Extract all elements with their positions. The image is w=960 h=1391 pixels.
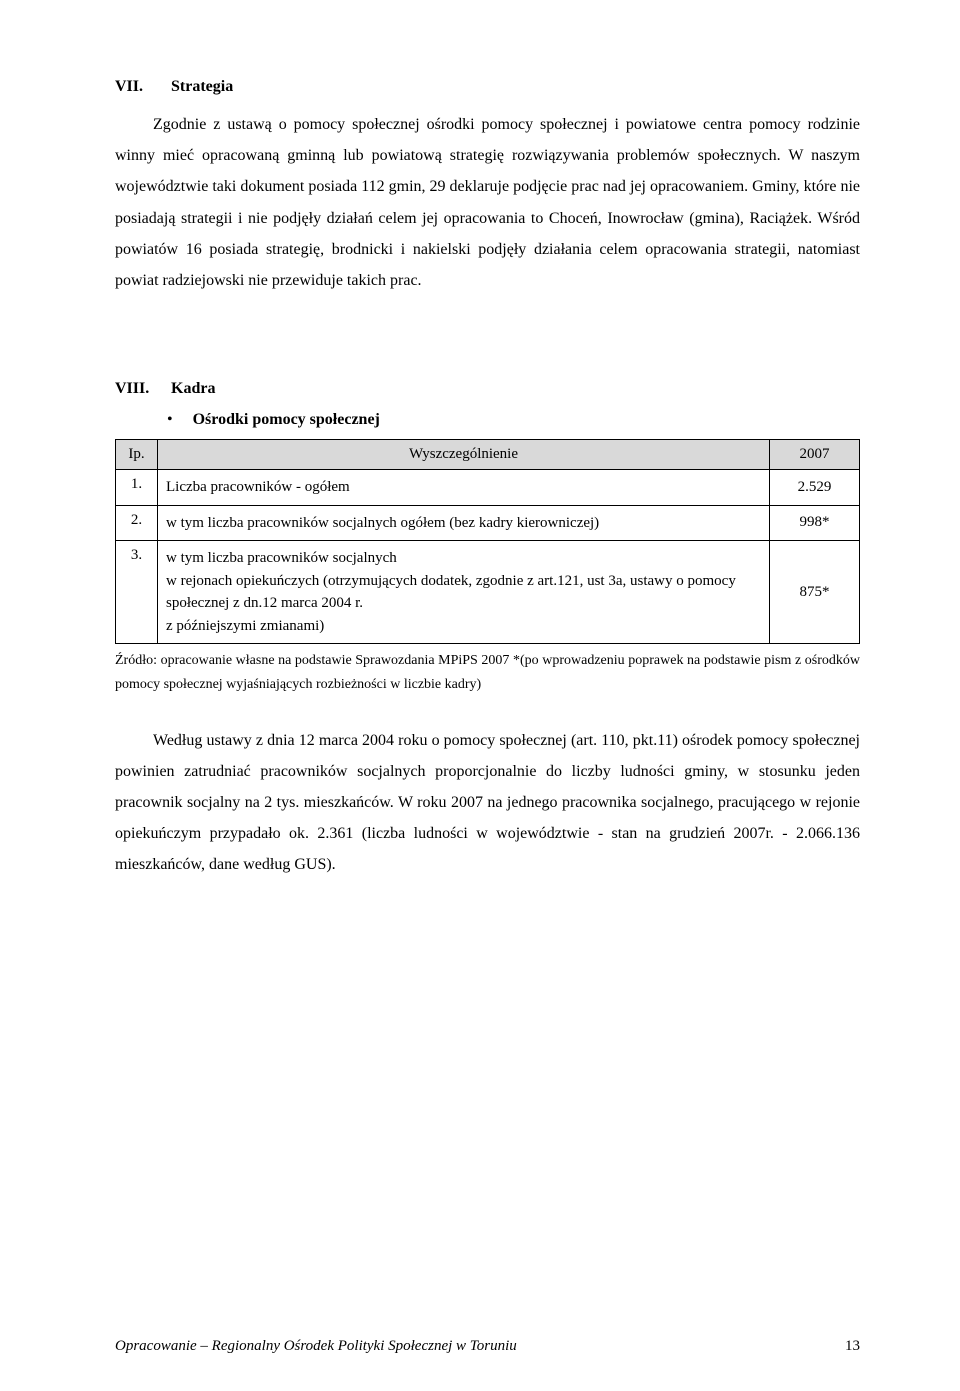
table-cell-ip: 3. [116,541,158,644]
table-header-row: Ip. Wyszczególnienie 2007 [116,440,860,470]
section-8-paragraph: Według ustawy z dnia 12 marca 2004 roku … [115,725,860,881]
table-cell-desc: w tym liczba pracowników socjalnych w re… [158,541,770,644]
page-footer: Opracowanie – Regionalny Ośrodek Polityk… [115,1338,860,1355]
table-cell-val: 875* [770,541,860,644]
section-8-number: VIII. [115,380,167,398]
kadra-table: Ip. Wyszczególnienie 2007 1. Liczba prac… [115,439,860,644]
table-row: 2. w tym liczba pracowników socjalnych o… [116,505,860,541]
section-7-heading: VII. Strategia [115,78,860,96]
table-cell-val: 2.529 [770,470,860,506]
table-source: Źródło: opracowanie własne na podstawie … [115,649,860,697]
section-7-title: Strategia [171,78,233,95]
bullet-icon: • [167,411,173,429]
table-cell-val: 998* [770,505,860,541]
spacer [115,342,860,380]
table-header-year: 2007 [770,440,860,470]
section-7-number: VII. [115,78,167,96]
footer-page-number: 13 [845,1338,860,1355]
spacer [115,697,860,725]
table-cell-desc: w tym liczba pracowników socjalnych ogół… [158,505,770,541]
table-row: 3. w tym liczba pracowników socjalnych w… [116,541,860,644]
section-8-title: Kadra [171,380,215,397]
page: VII. Strategia Zgodnie z ustawą o pomocy… [0,0,960,1391]
section-7-paragraph: Zgodnie z ustawą o pomocy społecznej ośr… [115,109,860,296]
section-8-heading: VIII. Kadra [115,380,860,398]
bullet-item: • Ośrodki pomocy społecznej [115,411,860,429]
table-row: 1. Liczba pracowników - ogółem 2.529 [116,470,860,506]
table-cell-desc: Liczba pracowników - ogółem [158,470,770,506]
table-cell-ip: 1. [116,470,158,506]
table-header-wys: Wyszczególnienie [158,440,770,470]
footer-text: Opracowanie – Regionalny Ośrodek Polityk… [115,1338,833,1355]
table-header-ip: Ip. [116,440,158,470]
table-cell-ip: 2. [116,505,158,541]
bullet-label: Ośrodki pomocy społecznej [193,411,380,428]
spacer [115,304,860,342]
